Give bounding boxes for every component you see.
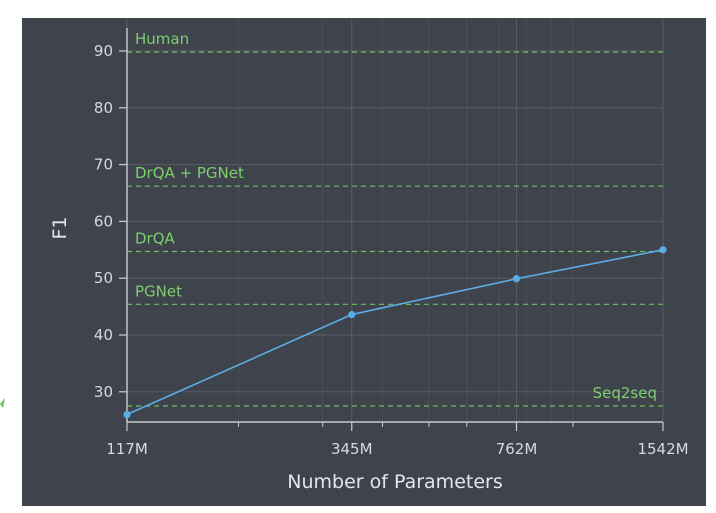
reference-line-label: Human — [135, 30, 189, 48]
y-tick-label: 30 — [94, 383, 113, 401]
reference-line-label: PGNet — [135, 282, 182, 300]
series-line — [126, 249, 664, 416]
reference-line-label: DrQA — [135, 230, 176, 248]
axes — [119, 28, 664, 431]
x-tick-label: 762M — [496, 440, 538, 458]
reference-lines: Human DrQA + PGNet DrQA PGNet Seq2seq — [127, 30, 663, 407]
y-tick-label: 70 — [94, 156, 113, 174]
y-tick-label: 80 — [94, 99, 113, 117]
data-point — [123, 410, 131, 419]
y-axis-title: F1 — [49, 216, 71, 239]
y-tick-label: 50 — [94, 269, 113, 287]
tick-labels: 30 40 50 60 70 80 90 117M 345M 762M 1542M — [94, 42, 689, 458]
y-tick-label: 40 — [94, 326, 113, 344]
reference-line-label: DrQA + PGNet — [135, 164, 244, 182]
data-point — [512, 275, 521, 283]
x-axis-title: Number of Parameters — [287, 471, 502, 493]
x-tick-label: 117M — [106, 440, 148, 458]
x-tick-label: 1542M — [637, 440, 688, 458]
chart-background — [22, 18, 706, 506]
data-point — [659, 246, 667, 254]
x-tick-label: 345M — [331, 440, 373, 458]
data-point — [348, 310, 356, 319]
series — [123, 246, 667, 419]
corner-check-mark — [0, 398, 5, 408]
y-tick-label: 90 — [94, 42, 113, 60]
y-tick-label: 60 — [94, 212, 113, 230]
reference-line-label: Seq2seq — [593, 384, 657, 402]
